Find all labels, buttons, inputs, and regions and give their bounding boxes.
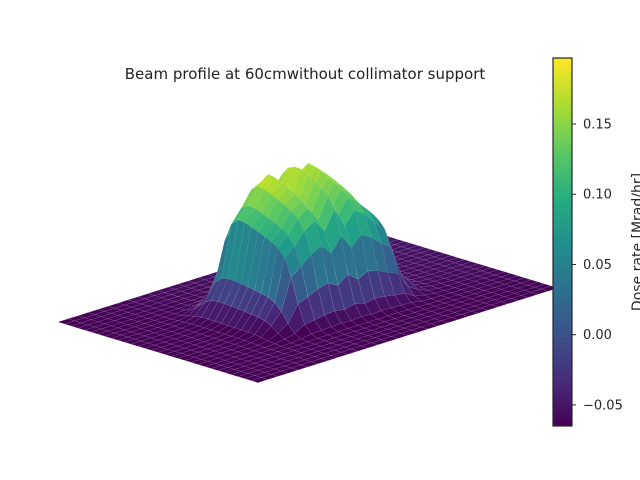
colorbar-label: Dose rate [Mrad/hr] (630, 173, 640, 311)
surface-facet (420, 249, 439, 255)
colorbar-tick-label: 0.05 (583, 258, 612, 273)
colorbar-tick-label: 0.15 (583, 118, 612, 133)
colorbar-ticks: −0.05 0.00 0.05 0.10 0.15 (572, 118, 623, 413)
surface-facet (460, 261, 479, 268)
surface-facet (394, 241, 412, 247)
colorbar-tick-label: 0.10 (583, 188, 612, 203)
colorbar-tick-label: 0.00 (583, 328, 612, 343)
colorbar-tick-label: −0.05 (583, 398, 623, 413)
surface-facet (440, 255, 459, 261)
surface-facet (454, 259, 472, 266)
colorbar-gradient (552, 57, 573, 427)
surface-facet (500, 273, 519, 280)
surface-facet (534, 283, 552, 290)
chart-title: Beam profile at 60cmwithout collimator s… (125, 65, 486, 83)
surface-facet (434, 253, 452, 259)
surface-facet (407, 245, 426, 251)
surface-facet (507, 275, 526, 282)
colorbar: −0.05 0.00 0.05 0.10 0.15 Dose rate [Mrad/hr… (552, 57, 640, 427)
surface-facet (527, 281, 546, 288)
surface-plot (57, 162, 559, 383)
surface-facet (467, 263, 486, 270)
surface-facet (400, 243, 419, 249)
surface-facet (447, 257, 466, 263)
surface-facet (414, 247, 432, 253)
surface-facet (474, 265, 492, 272)
